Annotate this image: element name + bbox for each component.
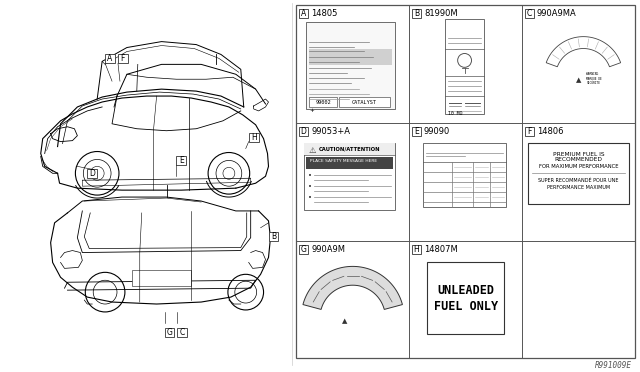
Bar <box>296 5 635 359</box>
Bar <box>412 245 421 253</box>
Text: B: B <box>414 9 419 18</box>
Bar <box>87 169 97 178</box>
Bar <box>304 142 396 155</box>
Bar <box>269 232 278 241</box>
Bar <box>525 9 534 18</box>
Text: ▲: ▲ <box>576 77 581 83</box>
Text: PLACE SAFETY MESSAGE HERE: PLACE SAFETY MESSAGE HERE <box>310 160 377 163</box>
Polygon shape <box>303 266 403 310</box>
Text: E: E <box>414 127 419 136</box>
Text: ⚠: ⚠ <box>308 145 316 155</box>
Text: F: F <box>121 54 125 63</box>
Polygon shape <box>546 37 621 67</box>
Bar <box>412 9 421 18</box>
Bar <box>427 262 504 334</box>
Bar <box>423 142 506 207</box>
Text: 99053+A: 99053+A <box>311 127 350 136</box>
Text: H: H <box>251 133 257 142</box>
Text: 990A9M: 990A9M <box>311 245 345 254</box>
Text: PREMIUM FUEL IS: PREMIUM FUEL IS <box>553 151 604 157</box>
Text: FOR MAXIMUM PERFORMANCE: FOR MAXIMUM PERFORMANCE <box>539 164 618 169</box>
Bar <box>118 54 128 63</box>
Text: C: C <box>180 328 185 337</box>
Text: D: D <box>301 127 307 136</box>
Text: CATALYST: CATALYST <box>352 99 377 105</box>
Text: E: E <box>179 156 184 166</box>
Bar <box>309 48 392 54</box>
Text: G: G <box>166 328 172 337</box>
Text: C: C <box>527 9 532 18</box>
Text: WARNING
MARQUE DE
SECURITE: WARNING MARQUE DE SECURITE <box>586 72 602 85</box>
Text: 99090: 99090 <box>424 127 450 136</box>
Text: 10 MΩ: 10 MΩ <box>448 111 462 116</box>
Bar <box>132 270 191 286</box>
Text: ▲: ▲ <box>342 318 348 324</box>
Bar <box>300 127 308 136</box>
Bar <box>309 54 392 60</box>
Text: UNLEADED: UNLEADED <box>437 284 494 296</box>
Text: CAUTION/ATTENTION: CAUTION/ATTENTION <box>319 147 381 151</box>
Text: •: • <box>308 184 312 190</box>
Bar <box>339 97 390 107</box>
Text: 14807M: 14807M <box>424 245 458 254</box>
Text: SUPER RECOMMANDÉ POUR UNE: SUPER RECOMMANDÉ POUR UNE <box>538 178 619 183</box>
Bar <box>304 142 396 210</box>
Text: R991009E: R991009E <box>595 362 632 371</box>
Bar <box>105 54 115 63</box>
Text: H: H <box>413 244 419 254</box>
Bar <box>309 97 337 107</box>
Text: 14806: 14806 <box>537 127 563 136</box>
Bar <box>177 157 186 166</box>
Text: 14805: 14805 <box>311 9 337 18</box>
Text: F: F <box>527 127 532 136</box>
Bar <box>525 127 534 136</box>
Bar <box>528 142 629 204</box>
Bar <box>412 127 421 136</box>
Text: 990A9MA: 990A9MA <box>537 9 577 18</box>
Bar <box>177 328 188 337</box>
Bar <box>164 328 175 337</box>
Text: PERFORMANCE MAXIMUM: PERFORMANCE MAXIMUM <box>547 185 610 190</box>
Text: 81990M: 81990M <box>424 9 458 18</box>
Bar <box>309 60 392 65</box>
Text: D: D <box>90 169 95 178</box>
Bar <box>300 9 308 18</box>
Text: +: + <box>309 108 314 113</box>
Text: G: G <box>301 244 307 254</box>
Bar <box>306 157 394 169</box>
Text: A: A <box>301 9 307 18</box>
Text: RECOMMENDED: RECOMMENDED <box>554 157 602 163</box>
Bar <box>445 19 484 114</box>
Text: 99002: 99002 <box>315 99 331 105</box>
Text: B: B <box>271 232 276 241</box>
Text: FUEL ONLY: FUEL ONLY <box>433 299 498 312</box>
Bar <box>300 245 308 253</box>
Bar <box>249 133 259 142</box>
Text: •: • <box>308 173 312 179</box>
Text: •: • <box>308 195 312 201</box>
Text: A: A <box>108 54 113 63</box>
Bar <box>306 22 396 109</box>
